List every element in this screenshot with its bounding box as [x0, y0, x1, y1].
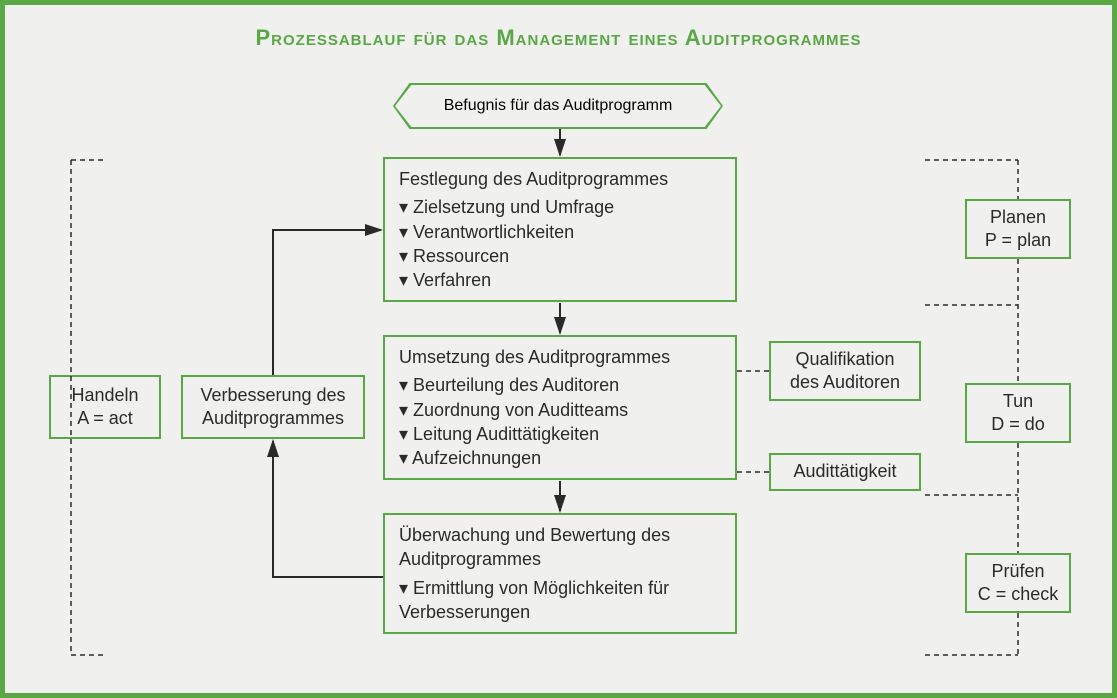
label: Prüfen — [991, 560, 1044, 583]
box-qualifikation: Qualifikation des Auditoren — [769, 341, 921, 401]
list-item: Ermittlung von Möglichkeiten für Verbess… — [399, 576, 721, 625]
list-item: Zielsetzung und Umfrage — [399, 195, 721, 219]
box-umsetzung-items: Beurteilung des Auditoren Zuordnung von … — [385, 371, 735, 478]
diagram-frame: Prozessablauf für das Management eines A… — [0, 0, 1117, 698]
box-ueberwachung-title: Überwachung und Bewertung des Auditprogr… — [385, 515, 735, 574]
list-item: Verantwortlichkeiten — [399, 220, 721, 244]
label: A = act — [77, 407, 133, 430]
label: Handeln — [71, 384, 138, 407]
diagram-title: Prozessablauf für das Management eines A… — [5, 25, 1112, 51]
label: Auditprogrammes — [202, 407, 344, 430]
label: Verbesserung des — [200, 384, 345, 407]
label: D = do — [991, 413, 1045, 436]
label: C = check — [978, 583, 1059, 606]
box-ueberwachung-items: Ermittlung von Möglichkeiten für Verbess… — [385, 574, 735, 633]
box-festlegung-items: Zielsetzung und Umfrage Verantwortlichke… — [385, 193, 735, 300]
label: P = plan — [985, 229, 1051, 252]
box-ueberwachung: Überwachung und Bewertung des Auditprogr… — [383, 513, 737, 634]
box-festlegung: Festlegung des Auditprogrammes Zielsetzu… — [383, 157, 737, 302]
list-item: Ressourcen — [399, 244, 721, 268]
label: Tun — [1003, 390, 1033, 413]
box-tun: Tun D = do — [965, 383, 1071, 443]
box-umsetzung-title: Umsetzung des Auditprogrammes — [385, 337, 735, 371]
start-label: Befugnis für das Auditprogramm — [395, 85, 721, 127]
box-planen: Planen P = plan — [965, 199, 1071, 259]
label: Audittätigkeit — [793, 460, 896, 483]
list-item: Aufzeichnungen — [399, 446, 721, 470]
list-item: Zuordnung von Auditteams — [399, 398, 721, 422]
label: des Auditoren — [790, 371, 900, 394]
label: Planen — [990, 206, 1046, 229]
list-item: Beurteilung des Auditoren — [399, 373, 721, 397]
label: Qualifikation — [795, 348, 894, 371]
list-item: Leitung Audittätigkeiten — [399, 422, 721, 446]
box-audittaetigkeit: Audittätigkeit — [769, 453, 921, 491]
box-verbesserung: Verbesserung des Auditprogrammes — [181, 375, 365, 439]
box-pruefen: Prüfen C = check — [965, 553, 1071, 613]
list-item: Verfahren — [399, 268, 721, 292]
box-festlegung-title: Festlegung des Auditprogrammes — [385, 159, 735, 193]
start-node: Befugnis für das Auditprogramm — [393, 83, 723, 129]
box-handeln: Handeln A = act — [49, 375, 161, 439]
box-umsetzung: Umsetzung des Auditprogrammes Beurteilun… — [383, 335, 737, 480]
